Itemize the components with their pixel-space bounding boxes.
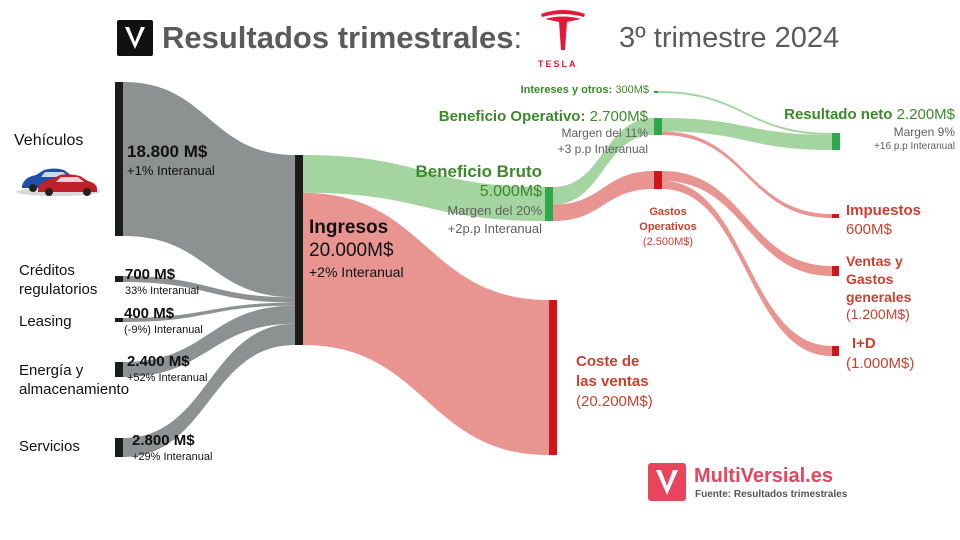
ingresos-name: Ingresos — [309, 217, 389, 238]
node-coste-de-las-ventas — [549, 300, 557, 455]
node-leasing — [115, 318, 123, 322]
flow-gastos-operativos-to-ventas-y-gastos-generales — [662, 171, 832, 276]
vehiculos-value: 18.800 M$ — [127, 142, 208, 161]
node-ingresos — [295, 155, 303, 345]
coste-ventas-value: (20.200M$) — [576, 393, 653, 410]
resultado-neto-value: 2.200M$ — [896, 106, 955, 123]
node-gastos-operativos — [654, 171, 662, 189]
node-vehiculos — [115, 82, 123, 236]
page-title: Resultados trimestrales: — [162, 20, 522, 56]
ventas-gastos-name-2: Gastos — [846, 271, 894, 287]
node-resultado-neto — [832, 133, 840, 150]
flow-servicios-to-ingresos — [123, 323, 295, 457]
beneficio-bruto-margin: Margen del 20% — [447, 203, 542, 218]
ingresos-value: 20.000M$ — [309, 240, 394, 261]
beneficio-operativo-change: +3 p.p Interanual — [557, 142, 648, 156]
node-energia-y-almacenamiento — [115, 362, 123, 377]
flow-ingresos-to-coste-de-las-ventas — [303, 192, 549, 455]
vehiculos-name: Vehículos — [14, 132, 84, 149]
flow-leasing-to-ingresos — [123, 302, 295, 322]
beneficio-operativo-value: 2.700M$ — [589, 108, 648, 125]
leasing-name: Leasing — [19, 313, 72, 330]
intereses-value: 300M$ — [615, 84, 649, 96]
vehiculos-change: +1% Interanual — [127, 163, 215, 178]
creditos-name-2: regulatorios — [19, 281, 98, 298]
servicios-change: +29% Interanual — [132, 451, 213, 463]
multiversial-mark-footer — [648, 463, 686, 501]
node-servicios — [115, 438, 123, 457]
title-text: Resultados trimestrales — [162, 20, 514, 55]
flow-energia-y-almacenamiento-to-ingresos — [123, 305, 295, 377]
gastos-operativos-name-2: Operativos — [639, 221, 697, 233]
beneficio-operativo-label: Beneficio Operativo: 2.700M$ — [439, 108, 648, 125]
creditos-change: 33% Interanual — [125, 285, 199, 297]
flow-creditos-regulatorios-to-ingresos — [123, 276, 295, 303]
energia-name-1: Energía y — [19, 362, 84, 379]
flow-beneficio-bruto-to-gastos-operativos — [553, 171, 654, 221]
resultado-neto-margin: Margen 9% — [893, 125, 955, 139]
footer-brand: MultiVersial.es — [694, 465, 833, 487]
sankey-nodes — [115, 82, 840, 457]
ventas-gastos-name-1: Ventas y — [846, 253, 903, 269]
energia-change: +52% Interanual — [127, 372, 208, 384]
resultado-neto-name: Resultado neto — [784, 106, 893, 123]
flow-ingresos-to-beneficio-bruto — [303, 155, 545, 221]
leasing-change: (-9%) Interanual — [124, 324, 203, 336]
energia-value: 2.400 M$ — [127, 353, 190, 370]
intereses-label: Intereses y otros: 300M$ — [521, 84, 649, 97]
servicios-name: Servicios — [19, 438, 80, 455]
sankey-links — [123, 82, 832, 457]
resultado-neto-change: +16 p.p Interanual — [874, 141, 955, 152]
tesla-logo-icon — [541, 10, 585, 50]
ventas-gastos-value: (1.200M$) — [846, 306, 910, 322]
node-beneficio-operativo — [654, 118, 662, 135]
servicios-value: 2.800 M$ — [132, 432, 195, 449]
flow-beneficio-bruto-to-beneficio-operativo — [553, 118, 654, 205]
title-colon: : — [513, 20, 523, 55]
beneficio-bruto-name: Beneficio Bruto — [415, 162, 542, 181]
flow-beneficio-operativo-to-resultado-neto — [662, 118, 832, 150]
cars-icon — [16, 168, 100, 196]
flow-beneficio-operativo-to-impuestos — [662, 131, 832, 218]
node-ventas-y-gastos-generales — [832, 266, 839, 276]
node-i-d — [832, 346, 839, 356]
period-label: 3º trimestre 2024 — [619, 22, 840, 54]
flow-vehiculos-to-ingresos — [123, 82, 295, 298]
multiversial-mark-header — [117, 20, 153, 56]
leasing-value: 400 M$ — [124, 305, 175, 322]
node-creditos-regulatorios — [115, 276, 123, 282]
impuestos-name: Impuestos — [846, 202, 922, 219]
footer-source: Fuente: Resultados trimestrales — [695, 489, 848, 500]
coste-ventas-name-2: las ventas — [576, 373, 649, 390]
creditos-name-1: Créditos — [19, 262, 75, 279]
tesla-wordmark: TESLA — [538, 59, 578, 69]
creditos-value: 700 M$ — [125, 266, 176, 283]
node-beneficio-bruto — [545, 187, 553, 221]
gastos-operativos-value: (2.500M$) — [642, 236, 694, 248]
ingresos-change: +2% Interanual — [309, 264, 404, 280]
flow-gastos-operativos-to-i-d — [662, 180, 832, 356]
ventas-gastos-name-3: generales — [846, 289, 912, 305]
beneficio-operativo-name: Beneficio Operativo: — [438, 108, 586, 125]
node-impuestos — [832, 214, 839, 218]
beneficio-operativo-margin: Margen del 11% — [561, 126, 649, 140]
energia-name-2: almacenamiento — [19, 381, 130, 398]
intereses-name: Intereses y otros: — [520, 84, 613, 96]
id-name: I+D — [852, 335, 876, 352]
coste-ventas-name-1: Coste de — [576, 353, 640, 370]
gastos-operativos-name-1: Gastos — [649, 206, 687, 218]
flow-intereses-y-otros-to-resultado-neto — [658, 91, 832, 136]
id-value: (1.000M$) — [846, 355, 915, 372]
resultado-neto-label: Resultado neto 2.200M$ — [784, 106, 955, 123]
beneficio-bruto-change: +2p.p Interanual — [447, 221, 542, 236]
beneficio-bruto-value: 5.000M$ — [479, 183, 542, 200]
impuestos-value: 600M$ — [846, 221, 892, 238]
node-intereses-y-otros — [654, 91, 658, 93]
